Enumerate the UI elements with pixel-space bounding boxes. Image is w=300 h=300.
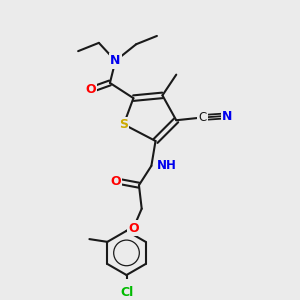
- Text: O: O: [128, 221, 139, 235]
- Text: S: S: [119, 118, 128, 131]
- Text: NH: NH: [157, 159, 177, 172]
- Text: Cl: Cl: [120, 286, 133, 299]
- Text: N: N: [110, 54, 121, 67]
- Text: O: O: [110, 175, 121, 188]
- Text: N: N: [222, 110, 233, 123]
- Text: C: C: [198, 111, 207, 124]
- Text: O: O: [85, 83, 96, 96]
